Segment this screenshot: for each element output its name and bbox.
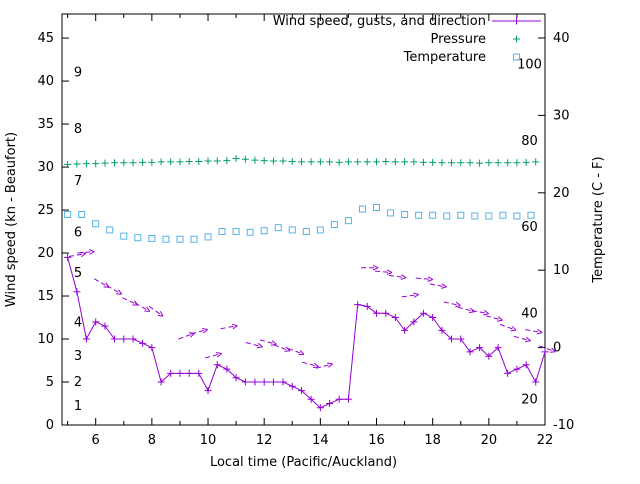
svg-text:40: 40 — [553, 31, 570, 46]
svg-text:9: 9 — [74, 65, 82, 80]
x-axis-title: Local time (Pacific/Auckland) — [210, 455, 397, 470]
y-right-title: Temperature (C - F) — [591, 156, 606, 283]
svg-text:Temperature (C - F): Temperature (C - F) — [591, 156, 606, 283]
gust-arrows — [68, 249, 556, 369]
svg-text:-10: -10 — [553, 418, 574, 433]
x-axis: 6 8 10 12 14 16 18 20 22 — [67, 14, 554, 448]
svg-text:1: 1 — [74, 399, 82, 414]
legend: Wind speed, gusts, and direction Pressure… — [273, 14, 541, 65]
svg-text:30: 30 — [37, 160, 54, 175]
y-left-title: Wind speed (kn - Beaufort) — [4, 132, 19, 307]
svg-text:20: 20 — [521, 392, 538, 407]
svg-text:12: 12 — [256, 433, 273, 448]
svg-text:30: 30 — [553, 108, 570, 123]
svg-text:18: 18 — [424, 433, 441, 448]
svg-text:40: 40 — [521, 307, 538, 322]
svg-text:0: 0 — [46, 418, 54, 433]
svg-text:16: 16 — [368, 433, 385, 448]
beaufort-scale-labels: 1 2 3 4 5 6 7 8 9 — [74, 65, 82, 414]
svg-text:0: 0 — [553, 341, 561, 356]
svg-text:35: 35 — [37, 117, 54, 132]
svg-text:10: 10 — [553, 263, 570, 278]
y-axis-right: -10 0 10 20 30 40 — [538, 31, 574, 433]
svg-text:3: 3 — [74, 349, 82, 364]
svg-text:5: 5 — [74, 266, 82, 281]
fahrenheit-scale-labels: 20 40 60 80 100 — [517, 57, 542, 407]
series-wind — [64, 253, 549, 412]
svg-text:2: 2 — [74, 375, 82, 390]
svg-text:40: 40 — [37, 74, 54, 89]
svg-text:Wind speed, gusts, and directi: Wind speed, gusts, and direction — [273, 14, 486, 29]
series-temperature — [64, 204, 535, 243]
svg-text:10: 10 — [200, 433, 217, 448]
svg-text:Wind speed (kn - Beaufort): Wind speed (kn - Beaufort) — [4, 132, 19, 307]
svg-text:Temperature: Temperature — [403, 50, 486, 65]
svg-text:6: 6 — [74, 225, 82, 240]
svg-text:14: 14 — [312, 433, 329, 448]
plot-border — [61, 13, 546, 426]
svg-text:4: 4 — [74, 316, 82, 331]
svg-text:Local time (Pacific/Auckland): Local time (Pacific/Auckland) — [210, 455, 397, 470]
svg-text:20: 20 — [481, 433, 498, 448]
svg-text:100: 100 — [517, 57, 542, 72]
svg-text:15: 15 — [37, 289, 54, 304]
svg-text:80: 80 — [521, 134, 538, 149]
svg-text:8: 8 — [148, 433, 156, 448]
svg-text:8: 8 — [74, 122, 82, 137]
svg-text:5: 5 — [46, 375, 54, 390]
svg-text:20: 20 — [553, 186, 570, 201]
svg-text:22: 22 — [537, 433, 554, 448]
svg-text:45: 45 — [37, 31, 54, 46]
y-axis-left: 0 5 10 15 20 25 30 35 40 45 — [37, 31, 69, 433]
svg-text:10: 10 — [37, 332, 54, 347]
svg-text:25: 25 — [37, 203, 54, 218]
series-pressure — [64, 154, 540, 168]
svg-text:20: 20 — [37, 246, 54, 261]
svg-text:7: 7 — [74, 174, 82, 189]
svg-text:Pressure: Pressure — [430, 32, 486, 47]
svg-text:60: 60 — [521, 220, 538, 235]
svg-text:6: 6 — [92, 433, 100, 448]
